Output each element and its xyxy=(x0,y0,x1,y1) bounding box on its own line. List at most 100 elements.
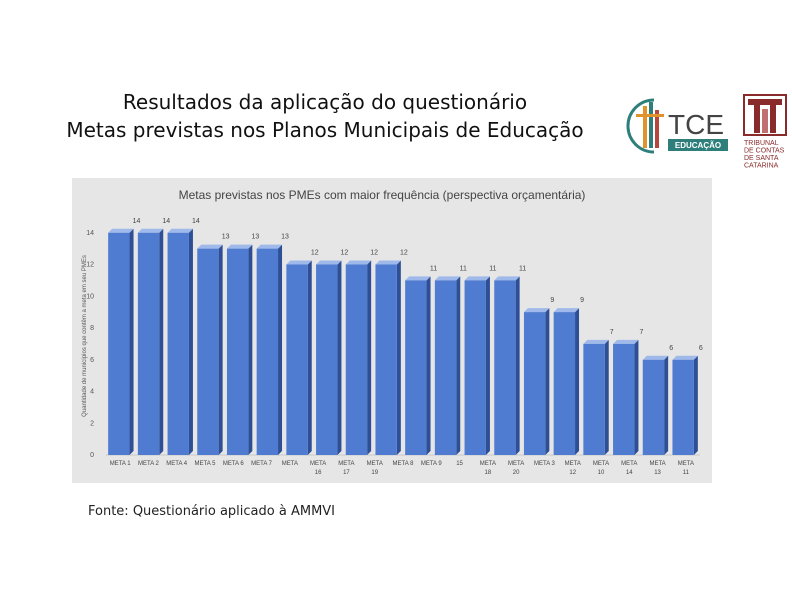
x-tick-label: META 4 xyxy=(166,461,188,467)
x-tick-label: META 9 xyxy=(421,461,443,467)
x-tick-label: META 12 xyxy=(565,461,581,476)
tce-bar-orange xyxy=(643,106,647,148)
x-tick-line: 15 xyxy=(456,461,463,467)
bar-side xyxy=(485,276,490,455)
data-label: 14 xyxy=(192,218,200,225)
bar-side xyxy=(307,260,312,455)
y-tick-label: 10 xyxy=(86,293,94,300)
tc-frame-icon xyxy=(743,94,787,136)
bar-front xyxy=(523,312,546,455)
y-axis-label: Quantidade de municípios que contêm a me… xyxy=(82,255,88,417)
slide-title-line2: Metas previstas nos Planos Municipais de… xyxy=(66,118,584,142)
bar-front xyxy=(286,264,308,455)
tce-logo-text: TCE xyxy=(668,109,724,140)
y-tick-label: 12 xyxy=(86,262,94,269)
y-tick-label: 4 xyxy=(90,389,94,396)
tce-logo-sub: EDUCAÇÃO xyxy=(675,141,721,150)
slide-title-line1: Resultados da aplicação do questionário xyxy=(122,90,528,114)
x-tick-label: META 5 xyxy=(195,461,217,467)
tce-bar-red xyxy=(655,110,659,148)
bar-top xyxy=(642,355,669,360)
x-tick-line: META xyxy=(678,461,694,467)
x-tick-line: META xyxy=(565,461,581,467)
bar xyxy=(642,355,669,455)
bar-front xyxy=(226,248,249,455)
x-tick-label: META 3 xyxy=(534,461,556,467)
bar-front xyxy=(583,343,605,455)
bar-top xyxy=(494,276,520,281)
bar-top xyxy=(375,260,401,265)
bar-series xyxy=(108,228,698,455)
bar xyxy=(286,260,312,455)
bar-front xyxy=(108,232,130,455)
tc-logo-line: DE SANTA xyxy=(744,155,779,162)
bar-front xyxy=(197,248,219,455)
bar-side xyxy=(604,339,609,455)
bar-top xyxy=(583,339,609,344)
bar-front xyxy=(553,312,576,455)
bar xyxy=(523,308,550,455)
bar-front xyxy=(434,280,457,455)
tce-arc-icon xyxy=(626,98,655,154)
bar-front xyxy=(672,359,694,455)
x-tick-line: 13 xyxy=(654,470,661,476)
bar xyxy=(464,276,490,455)
bar-side xyxy=(575,308,580,455)
x-tick-line: META xyxy=(593,461,609,467)
x-tick-line: META 5 xyxy=(195,461,217,467)
x-tick-line: 20 xyxy=(513,470,520,476)
bar-top xyxy=(434,276,461,281)
tribunal-contas-logo: TRIBUNAL DE CONTAS DE SANTA CATARINA xyxy=(743,94,787,169)
bar-side xyxy=(278,244,283,455)
x-tick-line: 19 xyxy=(371,470,378,476)
x-tick-line: META xyxy=(282,461,298,467)
x-tick-line: META 9 xyxy=(421,461,443,467)
x-axis-ticks: META 1 META 2 META 4 META 5 META 6 META 7 META… xyxy=(110,461,694,476)
x-tick-label: META 6 xyxy=(223,461,245,467)
bar-side xyxy=(188,228,193,455)
bar xyxy=(405,276,431,455)
data-label: 13 xyxy=(251,234,259,241)
x-tick-line: META xyxy=(338,461,354,467)
bar-side xyxy=(248,244,253,455)
x-tick-line: 18 xyxy=(485,470,492,476)
y-tick-label: 0 xyxy=(90,452,94,459)
data-label: 12 xyxy=(311,250,319,257)
bar-top xyxy=(167,228,193,233)
bar xyxy=(137,228,164,455)
x-tick-line: META 6 xyxy=(223,461,245,467)
x-tick-line: META xyxy=(367,461,383,467)
bar-side xyxy=(545,308,550,455)
bar xyxy=(108,228,134,455)
bar-side xyxy=(664,355,669,455)
data-label: 11 xyxy=(430,265,437,272)
source-note: Fonte: Questionário aplicado à AMMVI xyxy=(88,504,336,519)
bar-front xyxy=(316,264,338,455)
y-tick-label: 6 xyxy=(90,357,94,364)
x-tick-label: META 17 xyxy=(338,461,354,476)
data-label: 12 xyxy=(400,250,408,257)
bar-front xyxy=(345,264,368,455)
x-tick-label: META xyxy=(282,461,298,467)
bar-front xyxy=(167,232,189,455)
data-label: 12 xyxy=(341,250,349,257)
bar-side xyxy=(218,244,223,455)
bar-front xyxy=(375,264,397,455)
data-label: 14 xyxy=(162,218,170,225)
bar-top xyxy=(226,244,253,249)
bar-side xyxy=(159,228,164,455)
tce-sub-band xyxy=(668,139,728,151)
data-label: 7 xyxy=(639,329,643,336)
x-tick-label: META 8 xyxy=(393,461,415,467)
bar-top xyxy=(316,260,342,265)
data-label: 11 xyxy=(519,265,526,272)
bar-top xyxy=(345,260,372,265)
tce-bar-teal xyxy=(649,102,653,148)
bar-front xyxy=(494,280,516,455)
bar xyxy=(434,276,461,455)
bar-side xyxy=(693,355,698,455)
x-tick-line: META 4 xyxy=(166,461,188,467)
x-tick-label: META 19 xyxy=(367,461,383,476)
bar xyxy=(226,244,253,455)
data-label: 13 xyxy=(281,234,289,241)
